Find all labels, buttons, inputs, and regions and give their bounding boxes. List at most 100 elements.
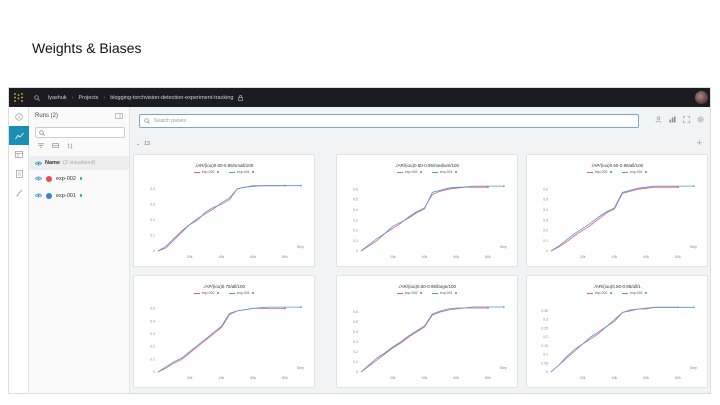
search-icon[interactable] bbox=[34, 94, 40, 101]
legend-swatch bbox=[432, 292, 438, 294]
icon-rail bbox=[9, 107, 29, 393]
series-line-exp-002 bbox=[360, 307, 488, 373]
legend-label: exp-001 bbox=[440, 170, 453, 174]
y-tick-label: 0.1 bbox=[353, 239, 358, 243]
run-row[interactable]: exp-001 bbox=[29, 187, 129, 204]
eye-icon[interactable] bbox=[35, 161, 42, 166]
runs-column-header[interactable]: Name (2 visualized) bbox=[29, 156, 129, 170]
gear-icon[interactable] bbox=[697, 116, 704, 123]
sort-icon[interactable] bbox=[67, 143, 73, 149]
runs-toolbar bbox=[29, 138, 129, 154]
chart-panel[interactable]: ./AR/(iou)0.50-0.95/small/100 exp-002 exp-… bbox=[133, 154, 315, 267]
eye-icon[interactable] bbox=[35, 176, 42, 181]
runs-search-input[interactable] bbox=[35, 127, 125, 138]
chart-panel[interactable]: ./AR/(iou)0.50-0.95/medium/100 exp-002 exp… bbox=[336, 154, 518, 267]
breadcrumb-user[interactable]: lyashuk bbox=[48, 94, 67, 101]
chart-legend: exp-002 exp-001 bbox=[527, 291, 707, 295]
info-icon[interactable] bbox=[9, 107, 29, 126]
chart-panel[interactable]: ./AP/(iou)0.50-0.95/all/100 exp-002 exp-00… bbox=[526, 154, 708, 267]
table-icon[interactable] bbox=[9, 145, 29, 164]
legend-swatch bbox=[396, 292, 403, 294]
legend-label: exp-001 bbox=[237, 291, 250, 295]
series-endpoint bbox=[692, 306, 695, 309]
reports-icon[interactable] bbox=[9, 164, 29, 183]
x-tick-label: 20k bbox=[187, 255, 193, 259]
chevron-down-icon[interactable]: ⌄ bbox=[136, 141, 141, 147]
chart-panel[interactable]: ./AR/(iou)0.50-0.95/all/1 exp-002 exp-001 0… bbox=[526, 275, 708, 388]
y-tick-label: 0.15 bbox=[541, 344, 548, 348]
run-name[interactable]: exp-002 bbox=[56, 175, 76, 182]
series-line-exp-001 bbox=[360, 185, 504, 252]
run-name[interactable]: exp-001 bbox=[56, 192, 76, 199]
chart-title: ./AP/(iou)0.75/all/100 bbox=[202, 284, 246, 289]
run-color-swatch[interactable] bbox=[46, 192, 52, 199]
series-endpoint bbox=[677, 186, 679, 189]
series-line-exp-001 bbox=[550, 185, 694, 252]
group-icon[interactable] bbox=[52, 143, 59, 149]
run-row[interactable]: exp-002 bbox=[29, 170, 129, 187]
chart-legend: exp-002 exp-001 bbox=[527, 170, 707, 174]
series-line-exp-002 bbox=[157, 308, 285, 373]
chart-panel[interactable]: ./AR/(iou)0.50-0.95/large/100 exp-002 exp-… bbox=[336, 275, 518, 388]
x-tick-label: 80k bbox=[485, 255, 491, 259]
series-endpoint bbox=[299, 184, 302, 187]
breadcrumb: lyashuk › Projects › blogging-torchvisio… bbox=[48, 94, 244, 101]
legend-swatch bbox=[622, 292, 628, 294]
lock-icon bbox=[238, 94, 244, 101]
legend-swatch bbox=[396, 171, 403, 173]
panel-search-input[interactable]: Search panels bbox=[139, 114, 639, 128]
legend-label: exp-001 bbox=[630, 291, 643, 295]
y-tick-label: 0.5 bbox=[150, 307, 155, 311]
legend-item: exp-001 bbox=[622, 170, 648, 174]
y-tick-label: 0 bbox=[546, 249, 548, 253]
sweep-brush-icon[interactable] bbox=[9, 183, 29, 202]
search-icon bbox=[144, 118, 150, 124]
x-tick-label: 20k bbox=[580, 376, 586, 380]
eye-icon[interactable] bbox=[35, 193, 42, 198]
legend-item: exp-002 bbox=[193, 291, 219, 295]
breadcrumb-projects[interactable]: Projects bbox=[78, 94, 99, 101]
workspace-toolbar bbox=[655, 116, 704, 123]
legend-label: exp-002 bbox=[201, 291, 215, 295]
series-line-exp-001 bbox=[360, 306, 504, 373]
legend-status-dot bbox=[454, 291, 458, 295]
legend-label: exp-001 bbox=[630, 170, 643, 174]
series-endpoint bbox=[502, 185, 505, 188]
legend-label: exp-001 bbox=[237, 170, 250, 174]
section-header[interactable]: ⌄ 13 bbox=[136, 141, 150, 147]
filter-icon[interactable] bbox=[38, 143, 44, 149]
breadcrumb-project[interactable]: blogging-torchvision-detection-experimen… bbox=[110, 94, 234, 101]
charts-icon[interactable] bbox=[9, 126, 29, 145]
wandb-logo-icon[interactable] bbox=[9, 88, 28, 107]
search-icon bbox=[39, 129, 45, 136]
run-status-dot bbox=[79, 194, 83, 197]
x-axis-label: Step bbox=[500, 245, 507, 249]
legend-status-dot bbox=[644, 170, 648, 174]
x-tick-label: 40k bbox=[422, 255, 428, 259]
x-tick-label: 40k bbox=[422, 376, 428, 380]
legend-item: exp-001 bbox=[229, 170, 255, 174]
run-color-swatch[interactable] bbox=[46, 175, 52, 182]
y-tick-label: 0.25 bbox=[541, 326, 548, 330]
user-icon[interactable] bbox=[655, 116, 662, 123]
expand-icon[interactable] bbox=[683, 116, 690, 123]
x-tick-label: 20k bbox=[187, 376, 193, 380]
legend-swatch bbox=[229, 171, 235, 173]
chart-title: ./AP/(iou)0.50-0.95/all/100 bbox=[590, 163, 644, 168]
section-count: 13 bbox=[144, 141, 150, 147]
add-panel-icon[interactable]: + bbox=[696, 138, 702, 148]
y-tick-label: 0.1 bbox=[543, 353, 548, 357]
series-line-exp-002 bbox=[157, 185, 285, 252]
wandb-app-window: lyashuk › Projects › blogging-torchvisio… bbox=[8, 87, 711, 394]
y-tick-label: 0.1 bbox=[150, 234, 155, 238]
collapse-panel-icon[interactable] bbox=[115, 113, 123, 119]
x-tick-label: 80k bbox=[282, 376, 288, 380]
avatar[interactable] bbox=[695, 91, 708, 104]
legend-item: exp-001 bbox=[229, 291, 255, 295]
series-line-exp-001 bbox=[157, 306, 301, 373]
chart-panel[interactable]: ./AP/(iou)0.75/all/100 exp-002 exp-001 0 0.1… bbox=[133, 275, 315, 388]
x-tick-label: 60k bbox=[250, 255, 256, 259]
x-tick-label: 60k bbox=[453, 376, 459, 380]
legend-status-dot bbox=[419, 291, 422, 295]
bar-chart-icon[interactable] bbox=[669, 116, 676, 123]
